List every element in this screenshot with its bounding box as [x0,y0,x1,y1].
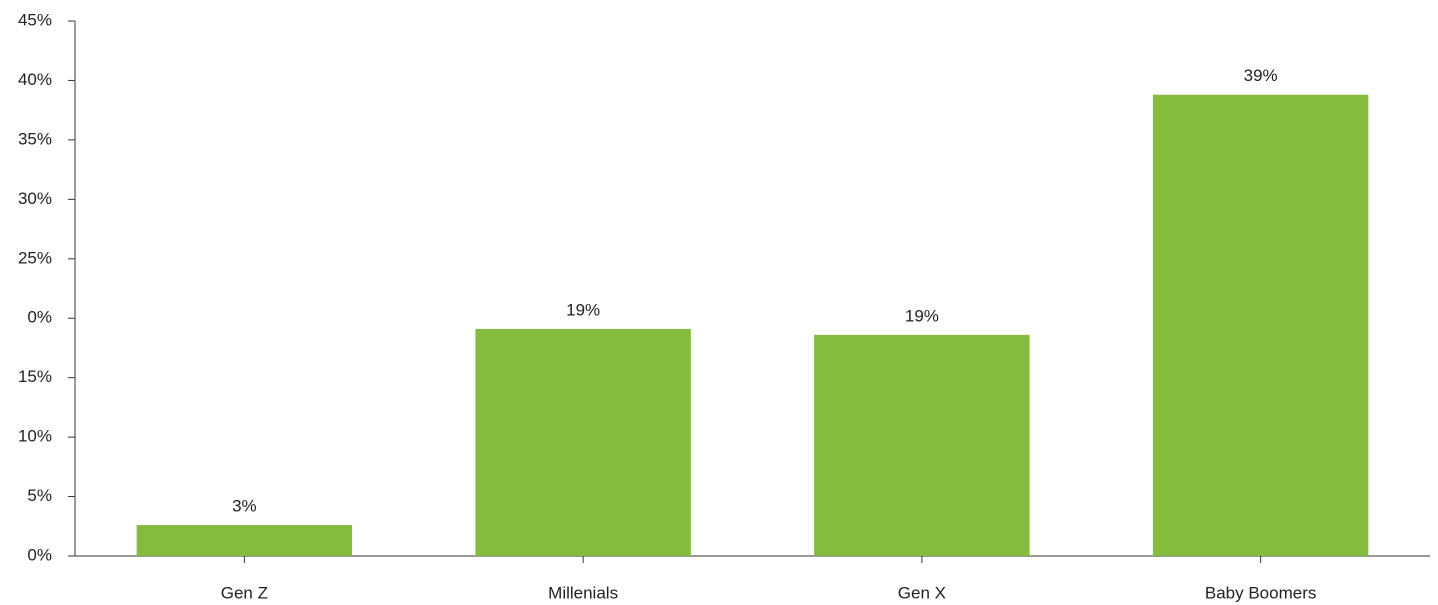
y-tick-label: 5% [27,486,52,505]
y-tick-label: 25% [18,248,52,267]
y-tick-label: 10% [18,427,52,446]
value-label: 19% [905,306,939,325]
y-tick-label: 0% [27,545,52,564]
x-tick-label: Millenials [548,583,618,602]
bar [1152,94,1369,556]
value-label: 39% [1244,66,1278,85]
y-tick-label: 30% [18,189,52,208]
y-tick-label: 45% [18,10,52,29]
y-tick-label: 15% [18,367,52,386]
y-tick-label: 0% [27,308,52,327]
bar [136,525,353,556]
bar [814,334,1030,556]
y-tick-label: 35% [18,129,52,148]
value-label: 19% [566,300,600,319]
y-tick-label: 40% [18,70,52,89]
value-label: 3% [232,497,257,516]
bar [475,328,691,556]
x-tick-label: Gen X [898,583,946,602]
x-tick-label: Gen Z [221,583,268,602]
x-tick-label: Baby Boomers [1205,583,1317,602]
